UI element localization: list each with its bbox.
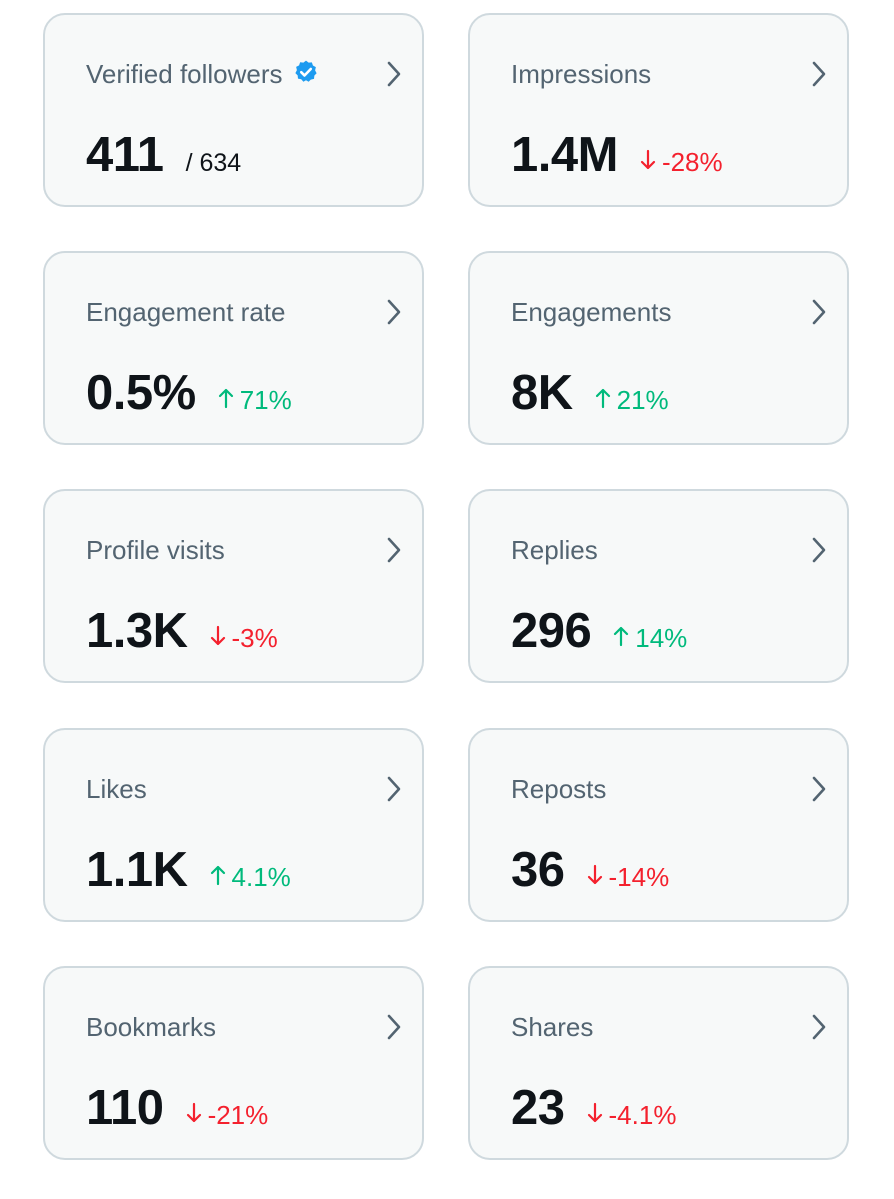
metric-label: Bookmarks (86, 1012, 217, 1042)
metric-change: -21% (186, 1100, 268, 1131)
arrow-down-icon (186, 1102, 201, 1123)
metric-change: 71% (218, 385, 292, 416)
chevron-right-icon[interactable] (384, 775, 404, 803)
metric-change: 21% (595, 385, 669, 416)
metric-change: -14% (587, 862, 669, 893)
metric-label: Impressions (511, 59, 652, 89)
verified-badge-icon (294, 60, 317, 82)
metric-card-profile-visits[interactable]: Profile visits 1.3K -3% (43, 489, 424, 683)
metric-change: 4.1% (210, 862, 291, 893)
metric-value: 23 (511, 1081, 565, 1135)
arrow-down-icon (210, 625, 225, 646)
metric-value: 1.1K (86, 843, 188, 897)
arrow-up-icon (218, 388, 233, 409)
metric-card-replies[interactable]: Replies 296 14% (468, 489, 849, 683)
chevron-right-icon[interactable] (384, 60, 404, 88)
metric-card-bookmarks[interactable]: Bookmarks 110 -21% (43, 966, 424, 1160)
metric-label: Engagements (511, 297, 672, 327)
metric-value: 110 (86, 1081, 164, 1135)
metric-label: Engagement rate (86, 297, 286, 327)
chevron-right-icon[interactable] (809, 60, 829, 88)
chevron-right-icon[interactable] (809, 298, 829, 326)
arrow-down-icon (587, 1102, 602, 1123)
metric-value: 1.3K (86, 604, 188, 658)
chevron-right-icon[interactable] (384, 298, 404, 326)
metric-card-engagements[interactable]: Engagements 8K 21% (468, 251, 849, 445)
metric-change: 14% (613, 623, 687, 654)
metric-card-impressions[interactable]: Impressions 1.4M -28% (468, 13, 849, 207)
metric-value: 411 (86, 128, 164, 182)
arrow-up-icon (595, 388, 610, 409)
metric-label: Replies (511, 535, 598, 565)
metric-label: Profile visits (86, 535, 225, 565)
metric-value: 0.5% (86, 366, 196, 420)
metric-change: -3% (210, 623, 278, 654)
metric-total: / 634 (185, 149, 242, 177)
chevron-right-icon[interactable] (809, 536, 829, 564)
metric-change: -4.1% (587, 1100, 676, 1131)
metric-label: Likes (86, 774, 147, 804)
arrow-down-icon (640, 149, 656, 170)
chevron-right-icon[interactable] (809, 1013, 829, 1041)
metric-card-shares[interactable]: Shares 23 -4.1% (468, 966, 849, 1160)
metric-value: 296 (511, 604, 592, 658)
metric-card-verified-followers[interactable]: Verified followers 411 / 634 (43, 13, 424, 207)
metric-label: Shares (511, 1012, 594, 1042)
metric-value: 36 (511, 843, 565, 897)
metric-card-likes[interactable]: Likes 1.1K 4.1% (43, 728, 424, 922)
chevron-right-icon[interactable] (809, 775, 829, 803)
arrow-down-icon (587, 864, 602, 885)
metric-change: -28% (640, 147, 723, 178)
chevron-right-icon[interactable] (384, 1013, 404, 1041)
metric-card-engagement-rate[interactable]: Engagement rate 0.5% 71% (43, 251, 424, 445)
metric-value: 1.4M (511, 128, 618, 182)
metric-label: Reposts (511, 774, 607, 804)
arrow-up-icon (210, 865, 225, 886)
metric-value: 8K (511, 366, 573, 420)
metric-label: Verified followers (86, 59, 319, 90)
chevron-right-icon[interactable] (384, 536, 404, 564)
metric-card-reposts[interactable]: Reposts 36 -14% (468, 728, 849, 922)
arrow-up-icon (614, 626, 629, 647)
